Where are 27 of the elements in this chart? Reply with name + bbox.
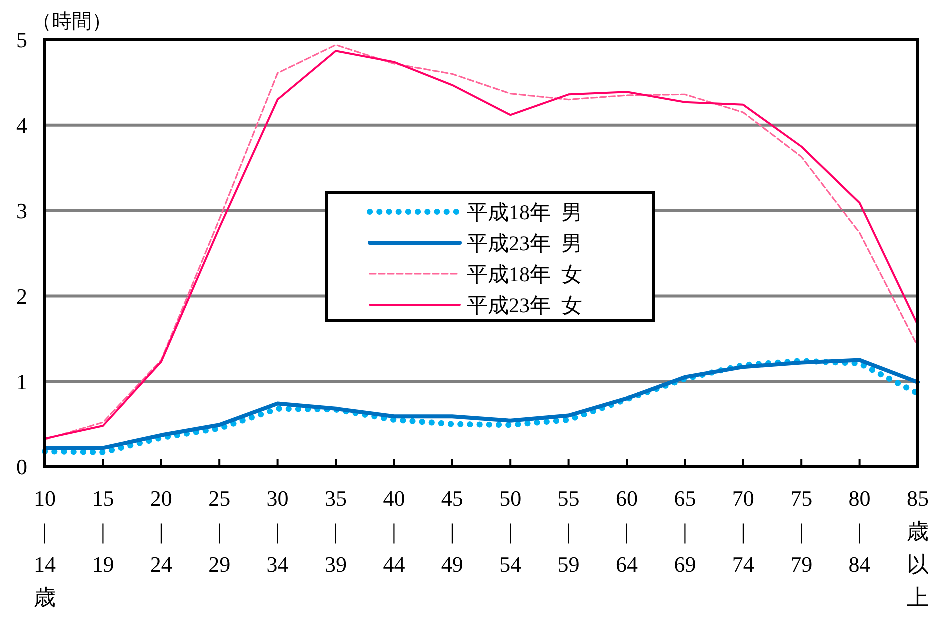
x-tick-label: 15|19 xyxy=(92,486,114,577)
x-tick-label: 65|69 xyxy=(674,486,696,577)
y-tick-label: 0 xyxy=(16,454,28,480)
legend-label: 平成23年 女 xyxy=(467,293,582,318)
x-tick-label: 25|29 xyxy=(208,486,231,577)
y-axis-title: （時間） xyxy=(32,11,112,33)
legend-label: 平成23年 男 xyxy=(467,231,582,256)
y-tick-label: 4 xyxy=(16,113,28,138)
x-tick-label: 40|44 xyxy=(383,486,406,577)
x-tick-label: 50|54 xyxy=(500,486,522,577)
x-tick-label: 30|34 xyxy=(266,486,289,577)
x-tick-label: 80|84 xyxy=(848,486,871,577)
y-tick-label: 5 xyxy=(16,28,28,53)
y-tick-label: 3 xyxy=(16,198,28,224)
x-tick-label: 20|24 xyxy=(150,486,172,577)
y-tick-label: 1 xyxy=(16,369,28,394)
x-tick-label: 10|14歳 xyxy=(34,486,56,610)
x-tick-label: 35|39 xyxy=(325,486,347,577)
legend-label: 平成18年 男 xyxy=(467,200,582,224)
x-tick-label: 55|59 xyxy=(558,486,580,577)
x-tick-label: 60|64 xyxy=(616,486,638,577)
x-tick-label: 75|79 xyxy=(790,486,813,577)
y-tick-label: 2 xyxy=(16,284,28,309)
x-tick-label: 70|74 xyxy=(732,486,754,577)
x-tick-label: 45|49 xyxy=(441,486,464,577)
x-tick-label: 85歳以上 xyxy=(907,486,929,610)
legend-label: 平成18年 女 xyxy=(467,262,582,286)
